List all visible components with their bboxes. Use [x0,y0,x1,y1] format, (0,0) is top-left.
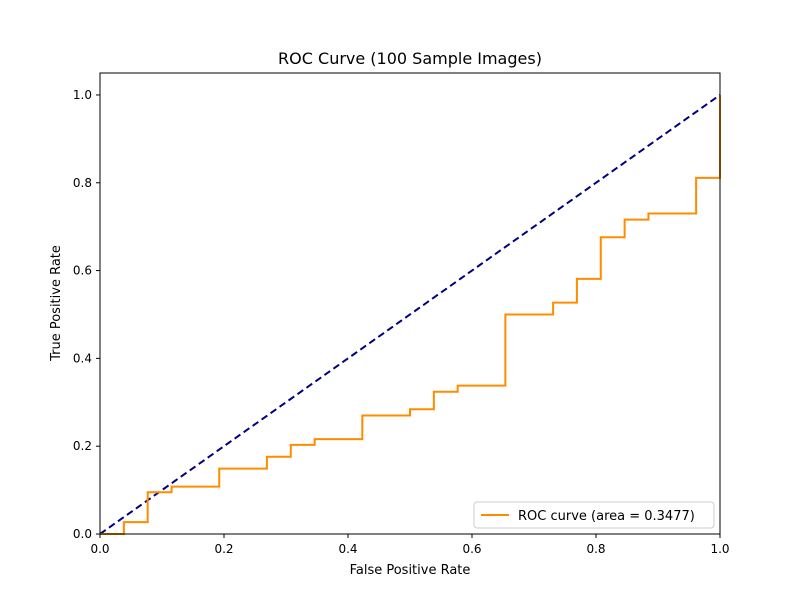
legend-entry-roc-curve: ROC curve (area = 0.3477) [518,509,695,524]
x-tick-label: 0.8 [586,542,605,556]
chart-title: ROC Curve (100 Sample Images) [278,49,542,68]
x-tick-label: 0.2 [214,542,233,556]
legend-box [473,501,715,529]
x-axis-label: False Positive Rate [350,563,471,578]
y-axis-label: True Positive Rate [49,245,64,362]
y-tick-label: 0.8 [73,176,92,190]
plot-frame [99,72,721,535]
x-tick-label: 0.4 [338,542,357,556]
x-axis-ticks: 0.0 0.2 0.4 0.6 0.8 1.0 [90,534,730,556]
y-tick-label: 0.2 [73,439,92,453]
x-tick-label: 1.0 [710,542,729,556]
y-tick-label: 1.0 [73,88,92,102]
y-tick-label: 0.0 [73,527,92,541]
y-axis-ticks: 0.0 0.2 0.4 0.6 0.8 1.0 [73,88,100,541]
x-tick-label: 0.0 [90,542,109,556]
legend: ROC curve (area = 0.3477) [473,501,715,529]
x-tick-label: 0.6 [462,542,481,556]
series-layer [99,94,721,535]
y-tick-label: 0.4 [73,351,92,365]
y-tick-label: 0.6 [73,264,92,278]
diagonal-reference-line [99,94,721,535]
roc-curve-line [100,94,721,535]
